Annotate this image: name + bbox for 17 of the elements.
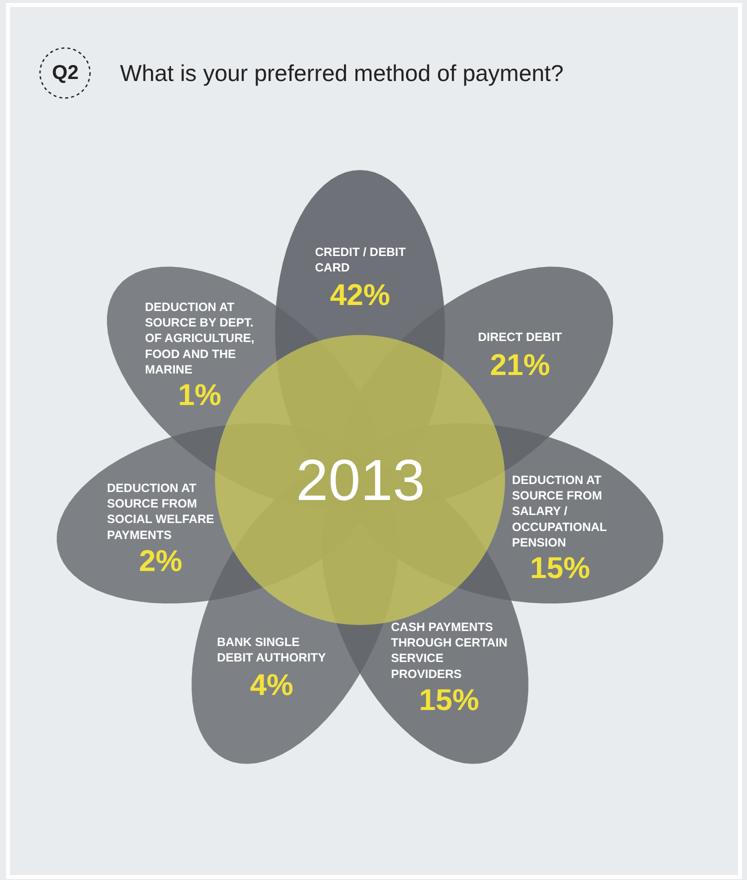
category-label: DIRECT DEBIT (478, 330, 563, 344)
category-label: CASH PAYMENTS THROUGH CERTAIN SERVICE PROVIDERS (391, 620, 508, 681)
category-label: DEDUCTION AT SOURCE FROM SALARY / OCCUPATIONAL PENSION (512, 473, 607, 550)
data-label: 15% (419, 684, 480, 717)
category-label: DEDUCTION AT SOURCE BY DEPT. OF AGRICULTURE, FOOD AND THE MARINE (145, 300, 254, 376)
text: Q2 (52, 62, 79, 84)
data-label: 1% (178, 379, 222, 412)
category-label: DEDUCTION AT SOURCE FROM SOCIAL WELFARE PAYMENTS (107, 481, 214, 542)
text: What is your preferred method of payment? (120, 60, 564, 86)
data-label: 2% (139, 545, 182, 578)
data-label: 42% (330, 279, 390, 312)
data-label: 4% (250, 669, 294, 702)
data-label: 21% (490, 349, 550, 382)
data-label: 15% (530, 552, 590, 585)
category-label: BANK SINGLE DEBIT AUTHORITY (217, 635, 326, 665)
category-label: CREDIT / DEBIT CARD (315, 245, 406, 275)
text: 2013 (296, 448, 426, 513)
